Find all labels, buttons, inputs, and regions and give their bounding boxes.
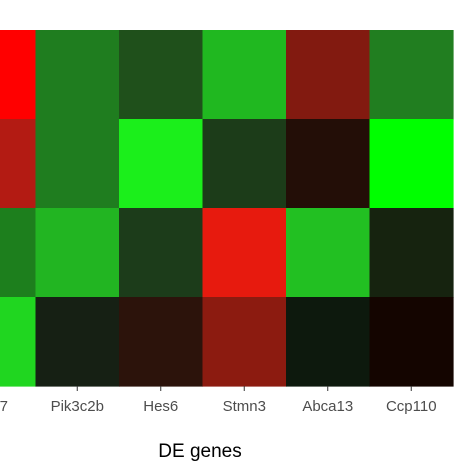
heatmap-cell (369, 30, 454, 120)
heatmap-cells (0, 30, 454, 387)
heatmap-cell (119, 30, 204, 120)
heatmap-cell (369, 208, 454, 298)
heatmap-cell (119, 297, 204, 387)
heatmap-cell (0, 297, 37, 387)
x-axis-title: DE genes (158, 441, 241, 462)
heatmap-cell (202, 208, 287, 298)
x-axis-tick-label: Stmn3 (223, 398, 266, 415)
heatmap-cell (286, 30, 371, 120)
heatmap-cell (369, 297, 454, 387)
heatmap-cell (0, 208, 37, 298)
heatmap-cell (35, 30, 120, 120)
heatmap-cell (286, 119, 371, 209)
x-axis-tick-label: Ccp110 (386, 398, 437, 415)
heatmap-cell (119, 208, 204, 298)
heatmap-cell (0, 30, 37, 120)
x-axis-tick-label: Hes6 (143, 398, 178, 415)
heatmap-cell (369, 119, 454, 209)
heatmap-cell (286, 208, 371, 298)
heatmap-cell (119, 119, 204, 209)
heatmap-cell (202, 30, 287, 120)
heatmap-cell (286, 297, 371, 387)
heatmap-cell (35, 119, 120, 209)
x-axis-tick-label: Pik3c2b (51, 398, 104, 415)
x-axis-tick-label: Abca13 (302, 398, 353, 415)
heatmap-cell (202, 297, 287, 387)
heatmap-cell (202, 119, 287, 209)
x-axis-ticks (76, 386, 412, 391)
x-axis-tick-label: Ga7 (0, 398, 8, 415)
x-axis-tick-labels: Ga7 Pik3c2b Hes6 Stmn3 Abca13 Ccp110 (0, 398, 437, 415)
heatmap-cell (0, 119, 37, 209)
heatmap-cell (35, 297, 120, 387)
heatmap-cell (35, 208, 120, 298)
